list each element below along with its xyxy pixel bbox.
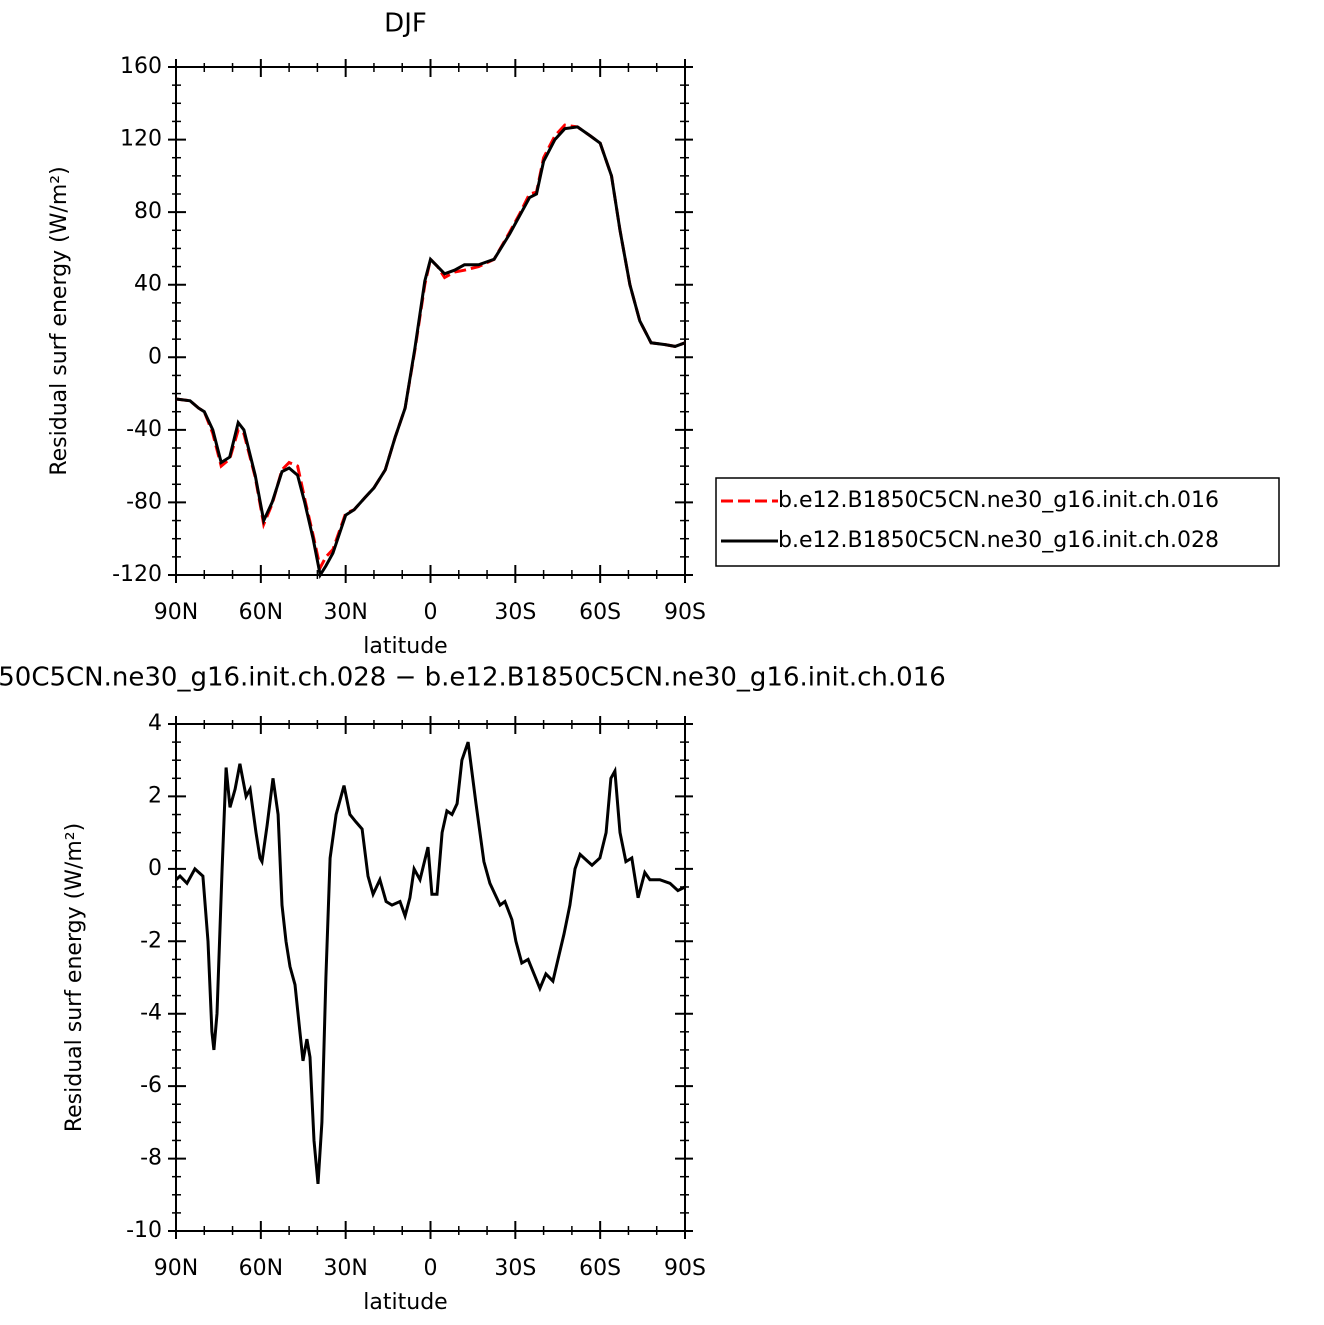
x-tick-label: 90S (664, 600, 706, 625)
data-line (175, 125, 686, 580)
y-tick-label: 2 (148, 783, 162, 808)
legend-label: b.e12.B1850C5CN.ne30_g16.init.ch.028 (778, 528, 1219, 553)
plot-frame (175, 66, 686, 576)
x-tick-label: 30S (494, 600, 536, 625)
y-axis-label: Residual surf energy (W/m²) (47, 166, 72, 475)
data-line (175, 123, 686, 573)
y-tick-label: 160 (120, 54, 162, 79)
x-tick-label: 0 (424, 600, 438, 625)
y-tick-label: -10 (126, 1218, 162, 1243)
y-tick-label: 0 (148, 856, 162, 881)
y-tick-label: -80 (126, 489, 162, 514)
y-tick-label: -2 (140, 928, 162, 953)
x-tick-label: 60N (239, 1256, 283, 1281)
data-line (174, 741, 686, 1185)
y-tick-label: -120 (112, 562, 162, 587)
y-tick-label: 40 (134, 272, 162, 297)
y-tick-label: 4 (148, 711, 162, 736)
chart-title: DJF (384, 9, 427, 39)
x-tick-label: 30S (494, 1256, 536, 1281)
y-tick-label: -6 (140, 1073, 162, 1098)
x-tick-label: 90S (664, 1256, 706, 1281)
x-tick-label: 60N (239, 600, 283, 625)
x-tick-label: 0 (424, 1256, 438, 1281)
x-axis-label: latitude (363, 634, 447, 659)
y-tick-label: -40 (126, 417, 162, 442)
legend-label: b.e12.B1850C5CN.ne30_g16.init.ch.016 (778, 488, 1219, 513)
x-axis-label: latitude (363, 1290, 447, 1315)
y-tick-label: -4 (140, 1001, 162, 1026)
x-tick-label: 90N (154, 1256, 198, 1281)
chart-title: b.e12.B1850C5CN.ne30_g16.init.ch.028 − b… (0, 663, 946, 693)
x-tick-label: 30N (323, 600, 367, 625)
x-tick-label: 60S (579, 600, 621, 625)
legend-box (715, 477, 1280, 567)
y-axis-label: Residual surf energy (W/m²) (62, 823, 87, 1132)
x-tick-label: 60S (579, 1256, 621, 1281)
y-tick-label: 80 (134, 199, 162, 224)
y-tick-label: 120 (120, 127, 162, 152)
y-tick-label: 0 (148, 344, 162, 369)
y-tick-label: -8 (140, 1146, 162, 1171)
x-tick-label: 30N (323, 1256, 367, 1281)
x-tick-label: 90N (154, 600, 198, 625)
